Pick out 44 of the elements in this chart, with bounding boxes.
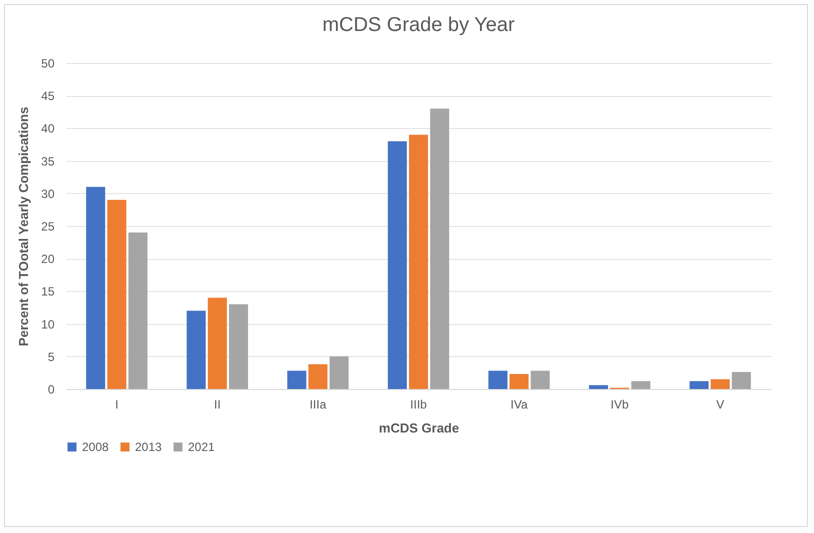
y-tick-label: 10 [41,317,55,332]
bar [710,379,730,389]
y-tick-label: 5 [48,350,55,364]
bar [388,141,407,389]
bar [330,356,349,389]
x-tick-label: II [214,398,221,412]
bar [287,370,306,389]
x-tick-label: IIIb [410,398,428,412]
bar [530,370,550,389]
y-tick-label: 20 [41,252,55,266]
bar [488,370,508,389]
y-tick-label: 40 [41,122,55,136]
y-axis-title: Percent of TOotal Yearly Compications [16,106,32,346]
bar [430,108,450,389]
chart-title: mCDS Grade by Year [322,14,515,36]
x-tick-label: IIIa [310,398,327,412]
x-tick-label: IVa [510,398,528,412]
x-axis-title: mCDS Grade [378,420,460,436]
y-tick-label: 35 [41,154,55,168]
bar [208,298,227,389]
y-tick-label: 30 [41,186,55,201]
bar [732,372,751,389]
x-tick-label: V [716,398,724,412]
bar [186,310,206,389]
bar [588,385,608,389]
bar [107,200,126,389]
y-tick-label: 45 [41,89,55,104]
legend-label: 2008 [82,440,110,454]
bar [690,381,709,389]
bar [308,364,328,389]
y-tick-label: 15 [41,284,55,299]
bar [228,304,248,389]
y-tick-label: 50 [41,56,55,70]
bar [510,374,529,389]
bar [631,381,650,389]
bar [408,134,428,389]
x-tick-label: IVb [610,398,629,412]
bar [86,186,106,389]
y-tick-label: 0 [48,382,55,396]
legend-label: 2021 [188,440,216,454]
legend-label: 2013 [135,440,162,454]
bar [128,232,148,389]
x-tick-label: I [115,398,118,412]
y-tick-label: 25 [41,220,55,234]
